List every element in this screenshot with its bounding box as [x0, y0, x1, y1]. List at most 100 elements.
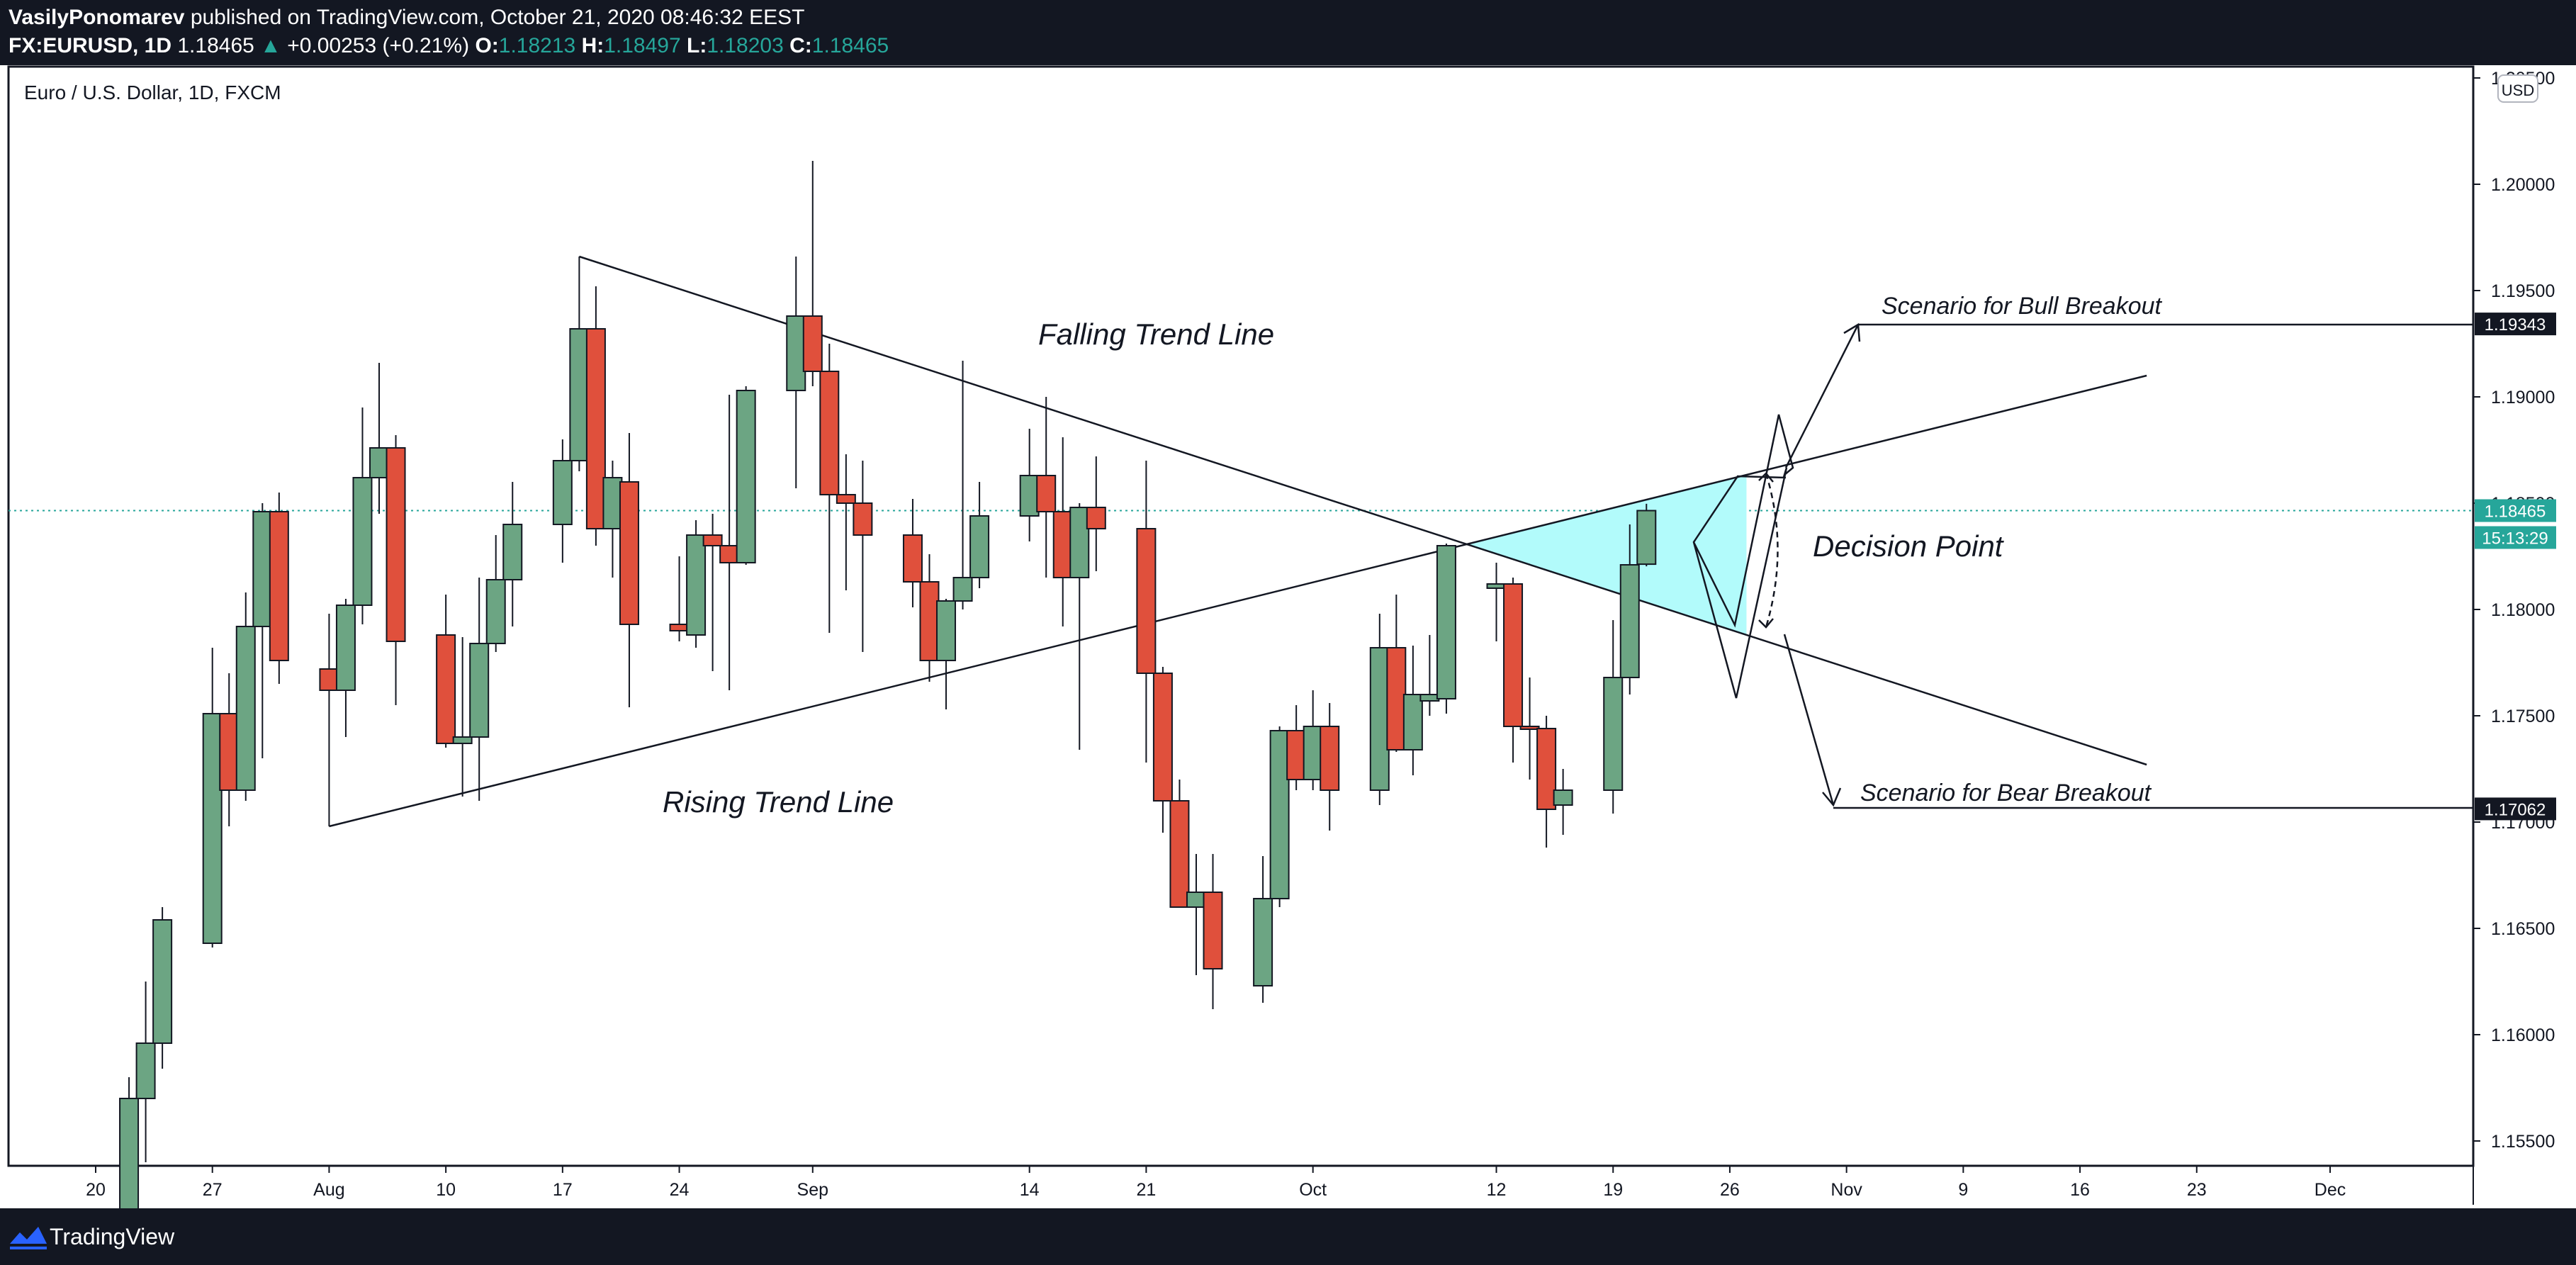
candle-body — [1419, 694, 1440, 702]
candle-body — [1636, 510, 1657, 566]
candle-body — [836, 494, 856, 504]
candle — [252, 503, 273, 758]
y-tick-label: 1.19000 — [2491, 388, 2555, 407]
candle-body — [1152, 673, 1173, 802]
open-value: 1.18213 — [498, 34, 576, 57]
candle-body — [1052, 511, 1073, 578]
trend-lines-layer — [9, 255, 2473, 828]
candle-body — [469, 643, 490, 738]
y-tick-label: 1.16000 — [2491, 1025, 2555, 1045]
candle — [1503, 578, 1524, 763]
low-value: 1.18203 — [707, 34, 784, 57]
candle-body — [235, 626, 256, 791]
candle — [485, 535, 506, 652]
candle-body — [352, 477, 373, 606]
close-value: 1.18465 — [811, 34, 889, 57]
candle-body — [1203, 892, 1223, 969]
footer-bar: TradingView — [0, 1208, 2576, 1265]
rising-trend-line — [329, 374, 2147, 828]
candle-body — [1486, 583, 1507, 589]
symbol-info: FX:EURUSD, 1D 1.18465 ▲ +0.00253 (+0.21%… — [9, 31, 889, 61]
x-tick-label: 20 — [86, 1180, 106, 1200]
close-label: C: — [789, 34, 812, 57]
publish-note: published on TradingView.com, October 21… — [190, 6, 805, 29]
candle-body — [386, 447, 406, 642]
candle-body — [1086, 507, 1106, 529]
candle — [1269, 726, 1290, 907]
bull-target-tag: 1.19343 — [2485, 315, 2546, 334]
y-tick-label: 1.19500 — [2491, 281, 2555, 301]
candle — [1203, 854, 1223, 1009]
candle-body — [853, 502, 873, 536]
countdown-tag: 15:13:29 — [2482, 529, 2548, 549]
decision-wedge-path — [1692, 414, 1794, 699]
open-label: O: — [475, 34, 499, 57]
candle-body — [1402, 694, 1423, 750]
candle — [1086, 456, 1106, 571]
candle-body — [1019, 475, 1040, 517]
bear-target-tag-bg — [2475, 797, 2556, 821]
candle — [836, 454, 856, 590]
candle-body — [335, 605, 356, 691]
candle-body — [936, 600, 957, 661]
candle-body — [952, 577, 973, 602]
x-tick-label: 27 — [203, 1180, 223, 1200]
annotations-layer: Falling Trend Line Rising Trend Line Decis… — [663, 293, 2473, 819]
arc-bottom-arrowhead-icon — [1758, 618, 1774, 629]
candle — [702, 514, 723, 671]
x-tick-label: 10 — [436, 1180, 456, 1200]
x-tick-label: 16 — [2070, 1180, 2090, 1200]
currency-label: USD — [2502, 81, 2534, 99]
candle — [552, 439, 573, 563]
bull-scenario-label: Scenario for Bull Breakout — [1882, 293, 2163, 320]
candle — [352, 407, 373, 624]
candle-body — [1303, 726, 1323, 780]
x-tick-label: Dec — [2315, 1180, 2346, 1200]
chart-title: Euro / U.S. Dollar, 1D, FXCM — [24, 81, 281, 103]
candle-body — [969, 515, 990, 578]
candle — [502, 482, 523, 626]
author-name[interactable]: VasilyPonomarev — [9, 6, 185, 29]
arc-top-arrowhead-icon — [1758, 472, 1774, 483]
x-tick-label: Sep — [797, 1180, 828, 1200]
x-tick-label: 26 — [1720, 1180, 1740, 1200]
candle-body — [585, 328, 606, 529]
candle — [235, 592, 256, 801]
x-tick-label: Aug — [313, 1180, 344, 1200]
candle-body — [1386, 647, 1407, 750]
candle — [1369, 614, 1390, 805]
candle — [1169, 780, 1190, 908]
footer-brand[interactable]: TradingView — [50, 1224, 175, 1249]
low-label: L: — [687, 34, 707, 57]
candle-body — [552, 460, 573, 525]
candle — [452, 637, 473, 797]
candle — [736, 386, 756, 565]
candle-body — [1369, 647, 1390, 791]
candle-body — [1519, 726, 1540, 730]
last-price: 1.18465 — [177, 34, 254, 57]
candle — [1553, 769, 1573, 835]
currency-badge[interactable] — [2497, 74, 2538, 103]
candle — [1036, 397, 1057, 578]
candle — [152, 907, 173, 1069]
price-tags-layer: 1.19343 1.17062 1.18465 15:13:29 — [2475, 313, 2556, 821]
candle-body — [436, 634, 456, 744]
y-tick-label: 1.15500 — [2491, 1132, 2555, 1152]
decision-point-label: Decision Point — [1813, 529, 2005, 563]
candle-body — [1036, 475, 1057, 512]
candle-body — [485, 579, 506, 644]
candle — [936, 599, 957, 709]
x-tick-label: 24 — [670, 1180, 690, 1200]
candle — [335, 599, 356, 737]
candle — [369, 363, 390, 514]
candle-body — [1619, 564, 1640, 678]
x-tick-label: 23 — [2187, 1180, 2207, 1200]
candle-body — [736, 390, 756, 563]
y-tick-label: 1.20000 — [2491, 175, 2555, 195]
tradingview-logo-icon — [10, 1227, 47, 1249]
candle — [1253, 856, 1273, 1003]
candle — [585, 286, 606, 546]
candle — [1536, 716, 1557, 848]
x-tick-label: 9 — [1958, 1180, 1968, 1200]
